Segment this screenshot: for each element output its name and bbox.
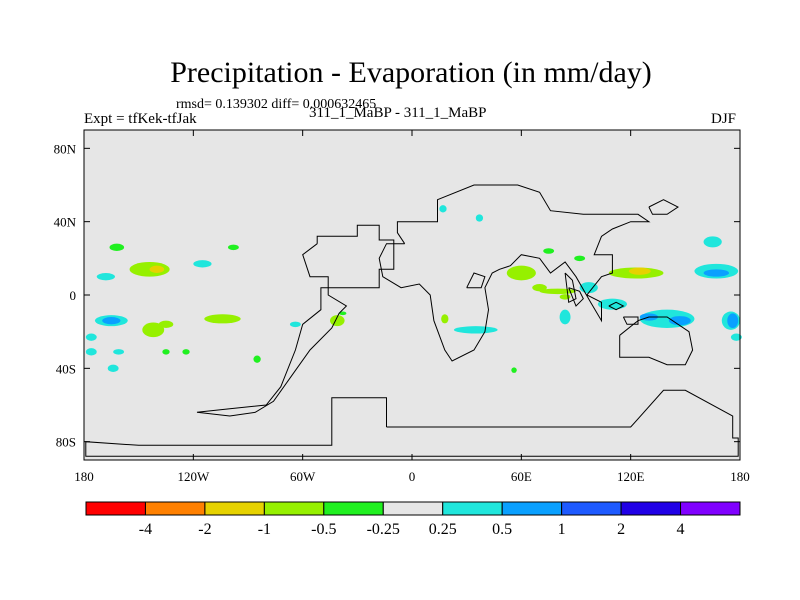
anomaly-region-38	[668, 316, 691, 326]
figure-title: Precipitation - Evaporation (in mm/day)	[170, 56, 652, 89]
colorbar-swatch-6	[442, 501, 503, 516]
anomaly-region-43	[727, 313, 739, 328]
anomaly-region-27	[506, 265, 536, 281]
anomaly-region-4	[109, 243, 125, 251]
anomaly-region-13	[85, 348, 97, 356]
colorbar-label-8: 2	[617, 521, 625, 538]
anomaly-region-41	[703, 236, 722, 248]
anomaly-region-24	[441, 314, 449, 324]
anomaly-region-8	[142, 322, 165, 338]
colorbar-label-3: -0.5	[311, 521, 336, 538]
anomaly-region-26	[453, 326, 498, 334]
colorbar-swatch-9	[620, 501, 682, 516]
coastline-3	[619, 316, 694, 366]
anomaly-region-40	[703, 269, 730, 277]
colorbar-swatch-4	[323, 501, 384, 516]
coastline-1	[196, 224, 395, 417]
anomaly-region-32	[628, 267, 651, 275]
anomaly-region-33	[559, 309, 571, 325]
anomaly-region-2	[193, 260, 212, 268]
coastline-8	[648, 199, 679, 215]
colorbar-label-6: 0.5	[492, 521, 512, 538]
run-comparison-label: 311_1_MaBP - 311_1_MaBP	[309, 105, 487, 121]
coastline-9	[568, 287, 584, 307]
anomaly-region-16	[162, 349, 170, 355]
axis-ticks: 180 120W 60W 0 60E 120E 180 80N 40N 0 40S 80S	[54, 130, 750, 484]
season-label: DJF	[711, 111, 737, 127]
y-tick-label-1: 40N	[54, 215, 77, 230]
anomaly-region-49	[543, 248, 555, 254]
anomaly-region-11	[85, 333, 97, 341]
anomaly-region-29	[535, 276, 544, 285]
anomaly-region-44	[730, 333, 742, 341]
x-tick-label-5: 120E	[617, 469, 645, 484]
stats-label: rmsd= 0.139302 diff= 0.000632465	[176, 97, 377, 112]
anomaly-region-21	[339, 311, 347, 316]
y-tick-label-3: 40S	[56, 361, 76, 376]
colorbar-swatch-8	[561, 501, 622, 516]
anomaly-region-15	[182, 349, 190, 355]
colorbar-swatch-1	[144, 501, 206, 516]
x-tick-label-1: 120W	[177, 469, 210, 484]
anomaly-region-5	[118, 276, 130, 285]
anomaly-region-14	[107, 364, 119, 373]
colorbar-swatch-2	[204, 501, 265, 516]
x-tick-label-4: 60E	[511, 469, 532, 484]
anomaly-region-45	[688, 295, 711, 302]
coastline-5	[622, 316, 639, 325]
x-tick-label-0: 180	[74, 469, 94, 484]
experiment-label: Expt = tfKek-tfJak	[84, 111, 197, 127]
colorbar-label-0: -4	[139, 521, 152, 538]
anomaly-region-19	[289, 321, 301, 328]
anomaly-region-9	[158, 320, 174, 329]
anomaly-region-22	[439, 205, 447, 213]
coastline-4	[466, 272, 486, 289]
colorbar-label-5: 0.25	[429, 521, 457, 538]
anomaly-region-17	[227, 244, 239, 251]
anomaly-layer	[85, 205, 742, 373]
coastline-layer	[85, 184, 739, 457]
anomaly-region-48	[574, 255, 586, 262]
coastline-7	[608, 301, 625, 311]
anomaly-region-46	[559, 294, 571, 300]
anomaly-region-10	[204, 314, 241, 324]
coastline-0	[85, 389, 739, 457]
anomaly-region-28	[532, 284, 547, 292]
colorbar-swatch-10	[680, 501, 741, 516]
colorbar-label-7: 1	[558, 521, 566, 538]
colorbar-label-9: 4	[677, 521, 685, 538]
colorbar: -4 -2 -1 -0.5 -0.25 0.25 0.5 1 2 4	[85, 501, 741, 538]
colorbar-swatch-0	[85, 501, 146, 516]
colorbar-label-4: -0.25	[367, 521, 400, 538]
coastline-2	[378, 184, 651, 362]
colorbar-label-1: -2	[198, 521, 211, 538]
anomaly-region-47	[511, 367, 517, 373]
colorbar-swatch-7	[501, 501, 563, 516]
colorbar-swatch-3	[263, 501, 325, 516]
anomaly-region-1	[149, 265, 165, 274]
anomaly-region-12	[113, 349, 125, 355]
map-background	[84, 130, 740, 460]
anomaly-region-3	[96, 273, 115, 281]
x-tick-label-3: 0	[409, 469, 416, 484]
anomaly-region-18	[253, 355, 261, 363]
anomaly-region-7	[102, 317, 121, 325]
coastline-6	[564, 272, 577, 304]
y-tick-label-4: 80S	[56, 435, 76, 450]
x-tick-label-2: 60W	[290, 469, 316, 484]
colorbar-label-2: -1	[258, 521, 271, 538]
anomaly-region-23	[475, 214, 484, 222]
y-tick-label-0: 80N	[54, 141, 77, 156]
y-tick-label-2: 0	[70, 288, 77, 303]
x-tick-label-6: 180	[730, 469, 750, 484]
colorbar-swatch-5	[382, 501, 444, 516]
anomaly-region-25	[442, 273, 454, 281]
